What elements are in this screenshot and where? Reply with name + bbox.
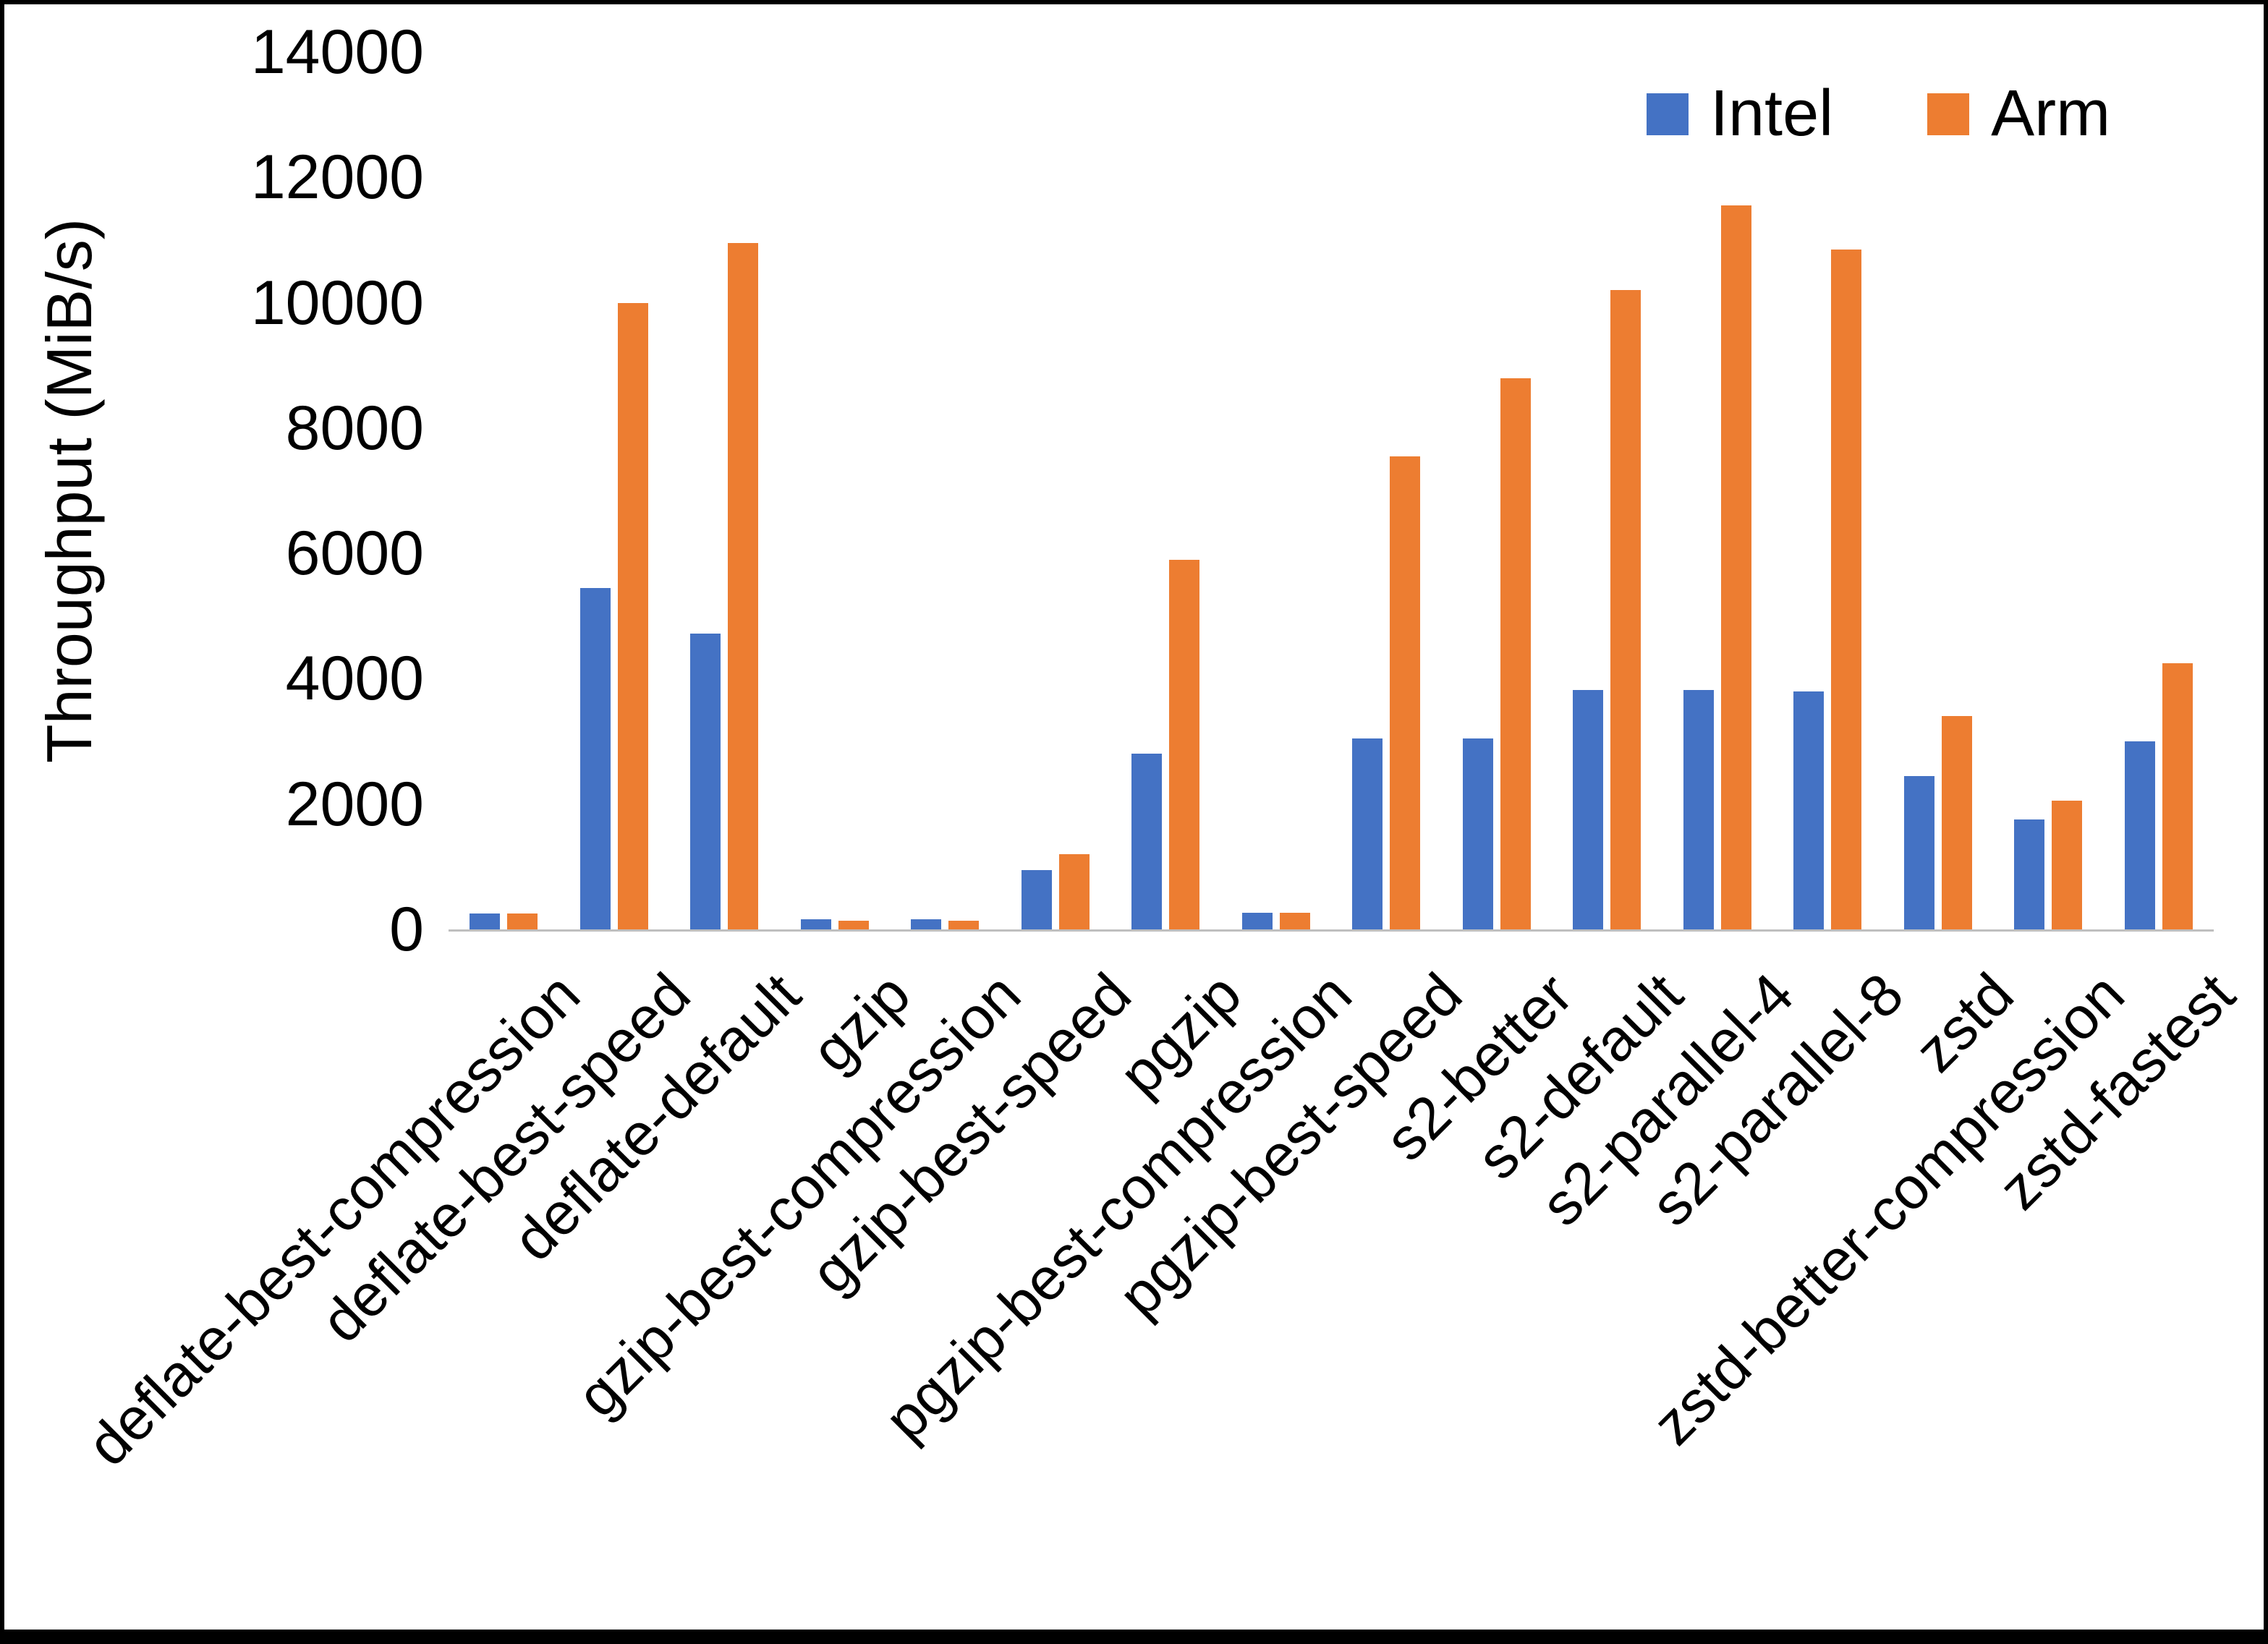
legend-item-arm: Arm — [1927, 77, 2110, 151]
bar-arm-deflate-best-speed — [617, 302, 648, 929]
bar-intel-deflate-default — [690, 634, 721, 929]
y-tick-label: 8000 — [285, 393, 424, 463]
bar-arm-gzip-best-speed — [1058, 854, 1090, 929]
y-tick-label: 12000 — [250, 142, 424, 213]
bar-arm-pgzip-best-compression — [1279, 913, 1310, 929]
bar-arm-s2-parallel-4 — [1720, 205, 1751, 929]
bar-intel-s2-parallel-4 — [1683, 690, 1714, 929]
bar-arm-zstd-fastest — [2162, 663, 2193, 929]
bar-arm-s2-parallel-8 — [1831, 249, 1862, 929]
bar-intel-zstd-better-compression — [2014, 819, 2045, 929]
legend: Intel Arm — [1647, 77, 2110, 151]
bar-arm-zstd — [1941, 716, 1972, 929]
y-tick-label: 2000 — [285, 769, 424, 839]
legend-swatch-arm — [1927, 93, 1970, 135]
bar-intel-s2-parallel-8 — [1793, 691, 1825, 929]
y-tick-label: 6000 — [285, 519, 424, 589]
bar-arm-pgzip-best-speed — [1390, 456, 1421, 929]
y-tick-label: 4000 — [285, 644, 424, 714]
bar-arm-pgzip — [1169, 559, 1200, 929]
bar-intel-pgzip-best-compression — [1241, 913, 1273, 929]
bar-arm-gzip-best-compression — [948, 920, 980, 929]
bar-intel-s2-default — [1573, 690, 1604, 929]
y-tick-label: 14000 — [250, 17, 424, 87]
legend-swatch-intel — [1647, 93, 1689, 135]
bar-arm-deflate-default — [728, 243, 759, 929]
legend-label-intel: Intel — [1710, 77, 1834, 150]
y-tick-label: 10000 — [250, 268, 424, 338]
x-axis-line — [449, 929, 2214, 932]
legend-item-intel: Intel — [1647, 77, 1833, 151]
bar-intel-gzip-best-speed — [1021, 869, 1052, 929]
legend-label-arm: Arm — [1991, 77, 2111, 150]
bar-intel-gzip-best-compression — [911, 919, 942, 929]
bar-arm-zstd-better-compression — [2052, 800, 2083, 929]
bar-intel-pgzip-best-speed — [1352, 738, 1383, 929]
bar-arm-s2-better — [1500, 378, 1531, 929]
bar-intel-deflate-best-compression — [470, 913, 501, 929]
bar-intel-zstd-fastest — [2124, 741, 2155, 929]
bar-intel-deflate-best-speed — [579, 587, 611, 929]
bar-arm-s2-default — [1610, 290, 1641, 929]
bar-intel-zstd — [1903, 775, 1934, 929]
bar-intel-s2-better — [1462, 738, 1493, 929]
bar-intel-gzip — [800, 919, 831, 929]
bar-intel-pgzip — [1131, 754, 1163, 929]
bar-arm-gzip — [838, 920, 869, 929]
bar-arm-deflate-best-compression — [507, 913, 538, 929]
y-tick-label: 0 — [389, 895, 424, 964]
